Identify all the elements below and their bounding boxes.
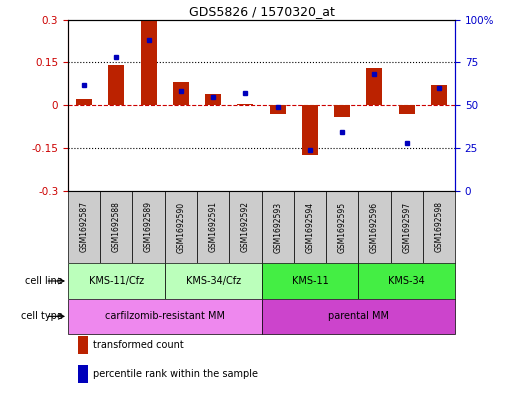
Text: GSM1692592: GSM1692592 — [241, 202, 250, 252]
Text: carfilzomib-resistant MM: carfilzomib-resistant MM — [105, 311, 225, 321]
Bar — [237, 104, 254, 105]
Bar — [302, 105, 318, 155]
Bar — [205, 94, 221, 105]
Bar — [173, 83, 189, 105]
Text: GSM1692593: GSM1692593 — [273, 201, 282, 253]
Bar — [431, 85, 447, 105]
Text: cell line: cell line — [25, 276, 63, 286]
Bar — [108, 65, 124, 105]
Bar — [132, 191, 165, 263]
Text: GSM1692588: GSM1692588 — [112, 202, 121, 252]
Bar — [68, 299, 262, 334]
Bar — [262, 263, 358, 299]
Bar — [229, 191, 262, 263]
Text: GSM1692589: GSM1692589 — [144, 202, 153, 252]
Text: cell type: cell type — [21, 311, 63, 321]
Bar — [262, 191, 294, 263]
Text: KMS-11/Cfz: KMS-11/Cfz — [89, 276, 144, 286]
Bar — [269, 105, 286, 114]
Bar — [68, 191, 100, 263]
Text: parental MM: parental MM — [328, 311, 389, 321]
Text: GSM1692598: GSM1692598 — [435, 202, 444, 252]
Bar — [165, 263, 262, 299]
Bar — [294, 191, 326, 263]
Bar — [423, 191, 455, 263]
Text: percentile rank within the sample: percentile rank within the sample — [93, 369, 258, 379]
Bar — [358, 191, 391, 263]
Text: GSM1692587: GSM1692587 — [79, 202, 88, 252]
Bar — [76, 99, 92, 105]
Text: KMS-11: KMS-11 — [291, 276, 328, 286]
Text: GSM1692596: GSM1692596 — [370, 201, 379, 253]
Text: KMS-34/Cfz: KMS-34/Cfz — [186, 276, 241, 286]
Text: KMS-34: KMS-34 — [388, 276, 425, 286]
Bar — [391, 191, 423, 263]
Bar — [399, 105, 415, 114]
Bar — [262, 299, 455, 334]
Bar — [165, 191, 197, 263]
Text: GSM1692591: GSM1692591 — [209, 202, 218, 252]
Text: GSM1692597: GSM1692597 — [402, 201, 411, 253]
Bar — [100, 191, 132, 263]
Bar — [366, 68, 382, 105]
Text: transformed count: transformed count — [93, 340, 184, 350]
Text: GSM1692595: GSM1692595 — [338, 201, 347, 253]
Bar — [358, 263, 455, 299]
Bar — [68, 263, 165, 299]
Bar — [334, 105, 350, 117]
Bar — [141, 21, 157, 105]
Bar — [326, 191, 358, 263]
Bar — [197, 191, 229, 263]
Text: GSM1692590: GSM1692590 — [176, 201, 185, 253]
Title: GDS5826 / 1570320_at: GDS5826 / 1570320_at — [189, 6, 334, 18]
Text: GSM1692594: GSM1692594 — [305, 201, 314, 253]
